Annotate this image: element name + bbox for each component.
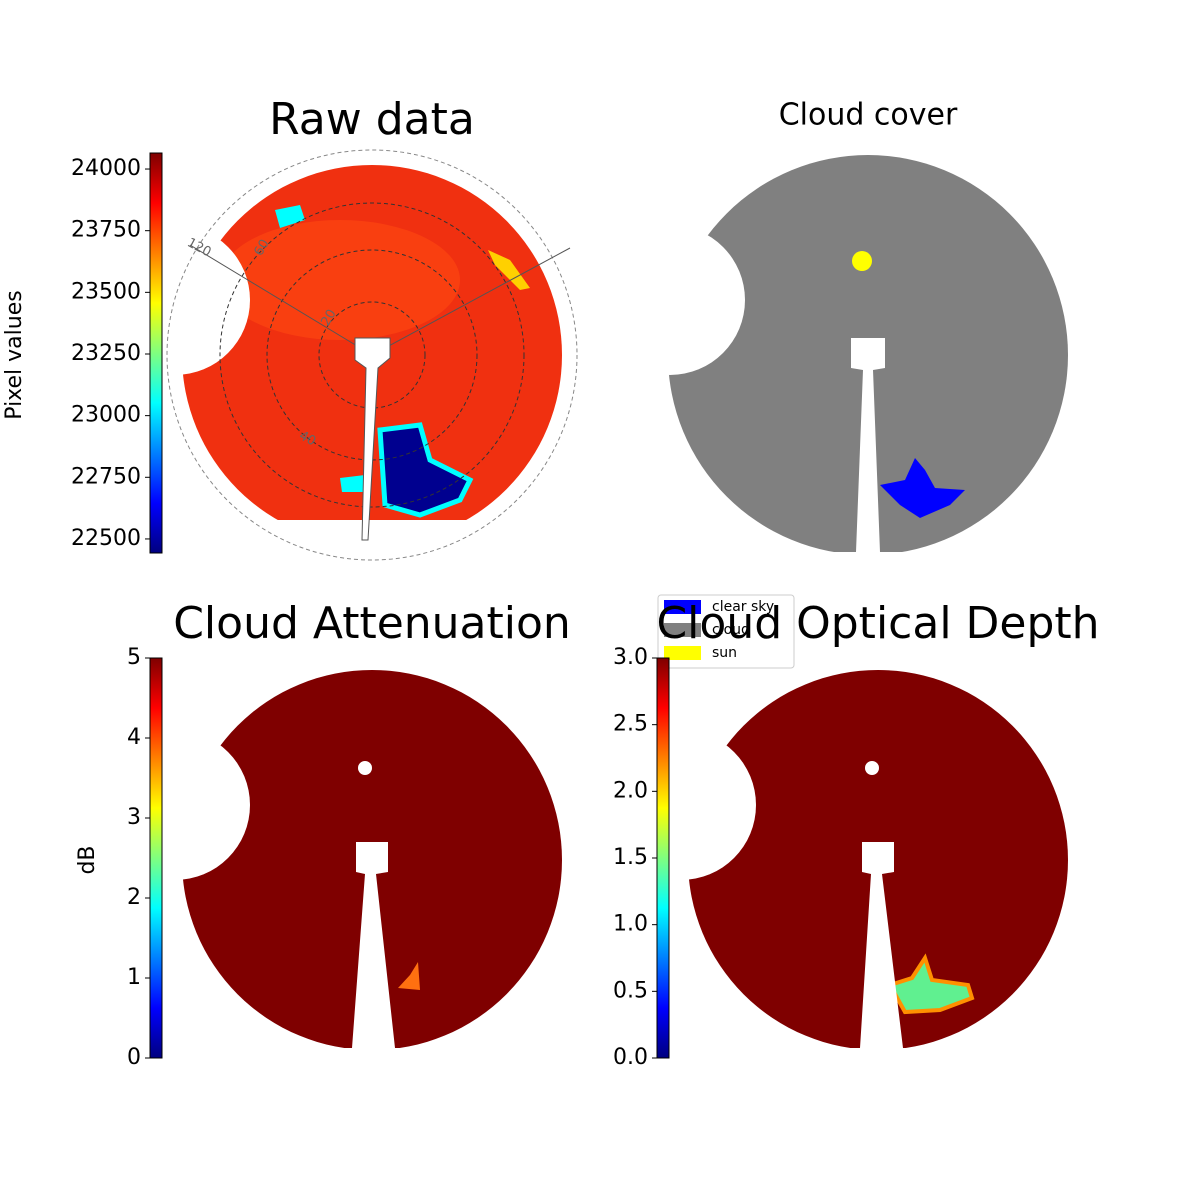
panel-title: Cloud Attenuation <box>173 598 571 649</box>
colorbar-tick-label: 23500 <box>71 279 141 304</box>
colorbar-tick-label: 2.5 <box>613 712 648 737</box>
panels: 22500 22750 23000 23250 23500 23750 24000 Pixel… <box>2 94 1100 1070</box>
legend-label: cloud <box>712 622 750 638</box>
raw-image <box>100 149 600 561</box>
colorbar <box>149 152 163 554</box>
colorbar <box>149 657 163 1059</box>
colorbar-tick-label: 0 <box>127 1045 141 1070</box>
legend-swatch <box>664 623 701 637</box>
colorbar-tick-label: 0.5 <box>613 978 648 1003</box>
colorbar-tick-label: 23000 <box>71 403 141 428</box>
colorbar-tick-label: 1.5 <box>613 845 648 870</box>
polar-label: 20 <box>319 307 340 329</box>
colorbar-tick-label: 2 <box>127 885 141 910</box>
legend-swatch <box>664 600 701 614</box>
legend-swatch <box>664 646 701 660</box>
cloud-cover-image <box>595 155 1100 612</box>
colorbar-tick-label: 1.0 <box>613 912 648 937</box>
colorbar-tick-label: 5 <box>127 645 141 670</box>
colorbar-tick-label: 22750 <box>71 464 141 489</box>
polar-label: 60 <box>252 237 273 259</box>
colorbar-tick-label: 24000 <box>71 156 141 181</box>
colorbar-tick-label: 23750 <box>71 218 141 243</box>
panel-title: Raw data <box>269 94 475 145</box>
colorbar-tick-label: 0.0 <box>613 1045 648 1070</box>
panel-title: Cloud Optical Depth <box>656 598 1099 649</box>
colorbar-tick-label: 2.0 <box>613 778 648 803</box>
colorbar <box>656 657 670 1059</box>
legend-label: sun <box>712 645 737 661</box>
colorbar-label: Pixel values <box>2 290 27 419</box>
colorbar-tick-label: 3 <box>127 805 141 830</box>
optical-depth-image <box>606 670 1100 1088</box>
legend-label: clear sky <box>712 599 774 615</box>
colorbar-tick-label: 4 <box>127 725 141 750</box>
panel-title: Cloud cover <box>779 98 958 133</box>
colorbar-tick-label: 1 <box>127 965 141 990</box>
colorbar-tick-label: 3.0 <box>613 645 648 670</box>
colorbar-tick-label: 23250 <box>71 341 141 366</box>
attenuation-image <box>100 670 600 1088</box>
polar-label: 40 <box>296 428 318 449</box>
colorbar-label: dB <box>75 845 100 874</box>
colorbar-tick-label: 22500 <box>71 526 141 551</box>
